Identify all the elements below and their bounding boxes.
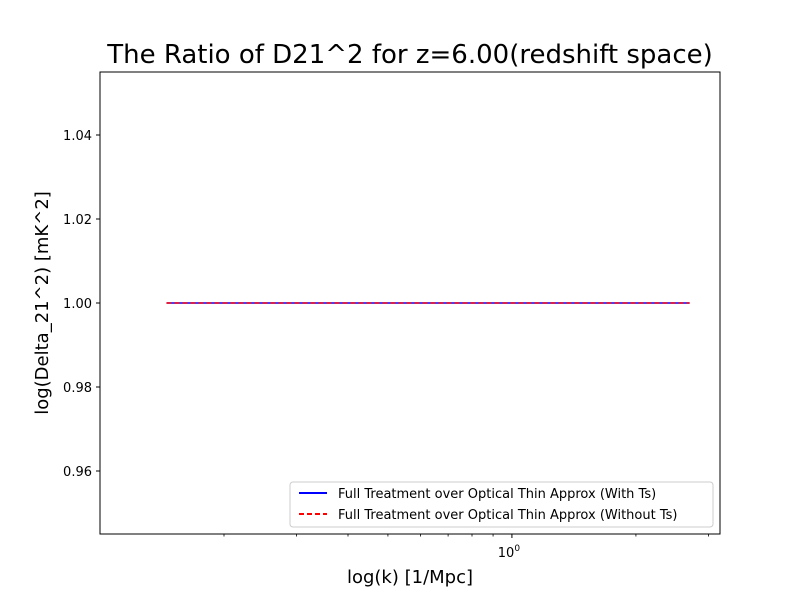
- y-tick-label: 1.00: [63, 297, 92, 312]
- y-tick-label: 1.04: [63, 129, 92, 144]
- ticks-layer: 0.96 0.98 1.00 1.02 1.04 100: [63, 129, 709, 561]
- y-tick-label: 0.96: [63, 465, 92, 480]
- plot-frame: [99, 71, 721, 535]
- legend: Full Treatment over Optical Thin Approx …: [289, 481, 714, 528]
- x-tick-label: 100: [498, 544, 521, 561]
- legend-label-with-ts: Full Treatment over Optical Thin Approx …: [338, 487, 656, 502]
- x-tick-label-base: 10: [498, 546, 515, 561]
- y-axis-label: log(Delta_21^2) [mK^2]: [32, 191, 53, 415]
- legend-box: [289, 481, 714, 528]
- x-axis-label: log(k) [1/Mpc]: [347, 567, 473, 588]
- y-tick-label: 0.98: [63, 381, 92, 396]
- legend-label-without-ts: Full Treatment over Optical Thin Approx …: [338, 508, 677, 523]
- y-tick-label: 1.02: [63, 213, 92, 228]
- x-tick-label-exponent: 0: [514, 544, 520, 554]
- chart-title: The Ratio of D21^2 for z=6.00(redshift s…: [106, 40, 713, 70]
